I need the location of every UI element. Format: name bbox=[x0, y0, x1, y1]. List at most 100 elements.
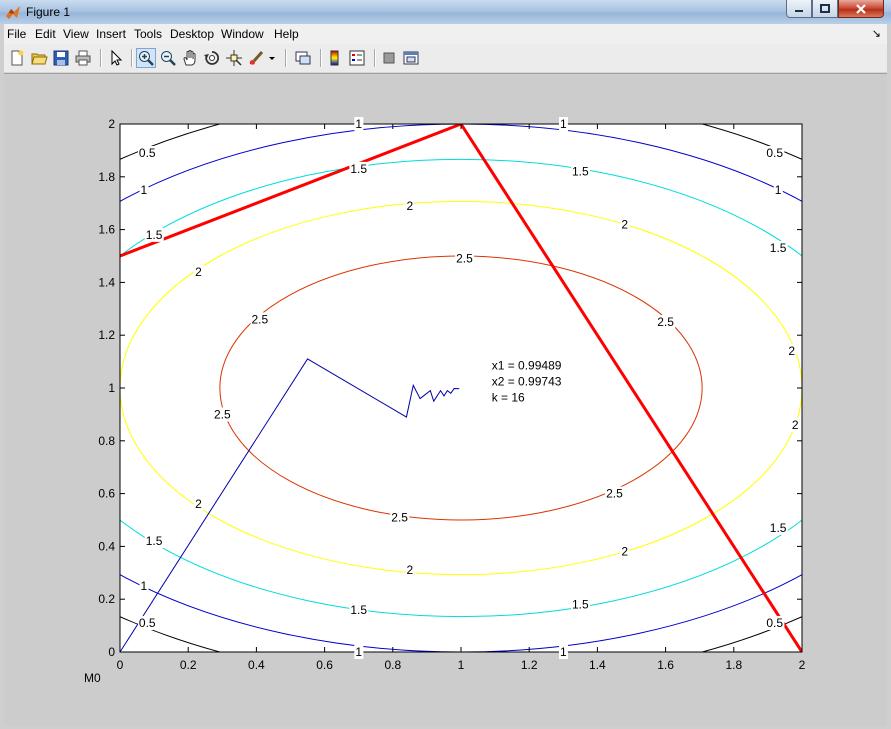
menu-file[interactable]: File bbox=[7, 27, 27, 41]
menu-insert[interactable]: Insert bbox=[96, 27, 127, 41]
contour-line-1_5 bbox=[120, 158, 802, 618]
contour-label: 0.5 bbox=[139, 146, 156, 160]
rotate-3d-icon[interactable] bbox=[203, 49, 221, 67]
maximize-icon bbox=[820, 4, 830, 13]
contour-label: 1.5 bbox=[770, 521, 787, 535]
y-tick-label: 1.2 bbox=[98, 328, 115, 342]
toolbar-separator bbox=[320, 49, 322, 67]
menu-help[interactable]: Help bbox=[274, 27, 299, 41]
zoom-out-icon[interactable] bbox=[159, 49, 177, 67]
colorbar-icon[interactable] bbox=[326, 49, 344, 67]
brush-icon[interactable] bbox=[247, 49, 265, 67]
figure-canvas[interactable]: 0 0.2 0.4 0.6 0.8 1 1.2 1.4 1.6 1.8 2 0 0.2 0.4 0.6 0.8… bbox=[4, 73, 887, 726]
x-tick-label: 1.2 bbox=[521, 658, 538, 672]
contour-label: 1.5 bbox=[146, 534, 163, 548]
contour-label: 1.5 bbox=[350, 603, 367, 617]
x-tick-label: 1.6 bbox=[657, 658, 674, 672]
contour-label: 2 bbox=[195, 497, 202, 511]
toolbar-separator bbox=[100, 49, 102, 67]
contour-label: 0.5 bbox=[139, 616, 156, 630]
iteration-path bbox=[120, 358, 460, 652]
y-tick-label: 1.8 bbox=[98, 170, 115, 184]
y-tick-label: 1.6 bbox=[98, 223, 115, 237]
edit-plot-arrow-icon[interactable] bbox=[107, 49, 125, 67]
link-plot-icon[interactable] bbox=[294, 49, 312, 67]
contour-label: 1 bbox=[355, 645, 362, 659]
contour-label: 2.5 bbox=[214, 407, 231, 421]
contour-label-backing bbox=[620, 217, 630, 232]
contour-label-backing bbox=[354, 645, 364, 659]
x-tick-label: 0 bbox=[117, 658, 124, 672]
hide-plot-tools-icon[interactable] bbox=[380, 49, 398, 67]
contour-label: 2 bbox=[407, 563, 414, 577]
contour-label-backing bbox=[139, 579, 149, 593]
contour-label-backing bbox=[787, 344, 797, 359]
close-button[interactable] bbox=[838, 0, 884, 18]
contour-label: 2 bbox=[195, 265, 202, 279]
x-tick-label: 1 bbox=[458, 658, 465, 672]
brush-dropdown-icon[interactable] bbox=[267, 49, 277, 67]
contour-label: 1.5 bbox=[770, 241, 787, 255]
contour-label-backing bbox=[620, 544, 630, 559]
contour-label-backing bbox=[455, 251, 475, 266]
contour-label-backing bbox=[558, 117, 568, 131]
zoom-in-icon[interactable] bbox=[136, 48, 156, 68]
matlab-logo-icon bbox=[6, 6, 20, 19]
x-tick-label: 2 bbox=[799, 658, 806, 672]
contour-label: 2 bbox=[407, 199, 414, 213]
y-tick-label: 1 bbox=[108, 381, 115, 395]
contour-label: 2.5 bbox=[391, 510, 408, 524]
title-bar[interactable]: Figure 1 bbox=[0, 0, 891, 24]
contour-label-backing bbox=[137, 615, 157, 630]
x-tick-label: 1.4 bbox=[589, 658, 606, 672]
print-icon[interactable] bbox=[74, 49, 92, 67]
contour-label-backing bbox=[605, 486, 625, 501]
menu-desktop[interactable]: Desktop bbox=[170, 27, 215, 41]
open-file-icon[interactable] bbox=[30, 49, 48, 67]
contour-label-backing bbox=[349, 602, 369, 617]
contour-plot[interactable]: 0 0.2 0.4 0.6 0.8 1 1.2 1.4 1.6 1.8 2 0 0.2 0.4 0.6 0.8… bbox=[4, 74, 887, 726]
legend-icon[interactable] bbox=[348, 49, 366, 67]
contour-label: 1 bbox=[560, 645, 567, 659]
axes-background[interactable] bbox=[120, 124, 802, 652]
contour-label-backing bbox=[405, 198, 415, 213]
show-plot-tools-icon[interactable] bbox=[402, 49, 420, 67]
result-annotation-line: x2 = 0.99743 bbox=[492, 375, 562, 389]
contour-label-backing bbox=[765, 615, 785, 630]
contour-label-backing bbox=[144, 227, 164, 242]
pan-hand-icon[interactable] bbox=[181, 49, 199, 67]
x-tick-label: 0.6 bbox=[316, 658, 333, 672]
result-annotation-line: k = 16 bbox=[492, 391, 525, 405]
menu-window[interactable]: Window bbox=[221, 27, 264, 41]
contour-label-backing bbox=[390, 510, 410, 525]
new-figure-icon[interactable] bbox=[8, 49, 26, 67]
data-cursor-icon[interactable] bbox=[225, 49, 243, 67]
contour-label-backing bbox=[765, 146, 785, 161]
menu-edit[interactable]: Edit bbox=[35, 27, 56, 41]
maximize-button[interactable] bbox=[812, 0, 838, 18]
contour-label-backing bbox=[194, 497, 204, 512]
save-icon[interactable] bbox=[52, 49, 70, 67]
contour-label-backing bbox=[768, 520, 788, 535]
contour-label: 2.5 bbox=[606, 487, 623, 501]
close-icon bbox=[856, 3, 866, 14]
contour-label-backing bbox=[349, 161, 369, 176]
contour-label-backing bbox=[212, 407, 232, 422]
menu-bar: File Edit View Insert Tools Desktop Wind… bbox=[4, 24, 887, 44]
minimize-icon bbox=[795, 9, 803, 12]
y-tick-label: 0.2 bbox=[98, 592, 115, 606]
y-tick-label: 2 bbox=[108, 117, 115, 131]
menu-view[interactable]: View bbox=[63, 27, 89, 41]
minimize-button[interactable] bbox=[786, 0, 812, 18]
contour-label-backing bbox=[773, 183, 783, 197]
menu-tools[interactable]: Tools bbox=[134, 27, 163, 41]
contour-label: 2.5 bbox=[251, 312, 268, 326]
contour-label-backing bbox=[250, 312, 270, 327]
y-tick-label: 1.4 bbox=[98, 275, 115, 289]
contour-label: 2.5 bbox=[657, 315, 674, 329]
toolbar-separator bbox=[374, 49, 376, 67]
menu-dock-arrow-icon[interactable]: ↘ bbox=[871, 28, 881, 40]
x-tick-label: 0.2 bbox=[180, 658, 197, 672]
contour-label: 1.5 bbox=[572, 597, 589, 611]
